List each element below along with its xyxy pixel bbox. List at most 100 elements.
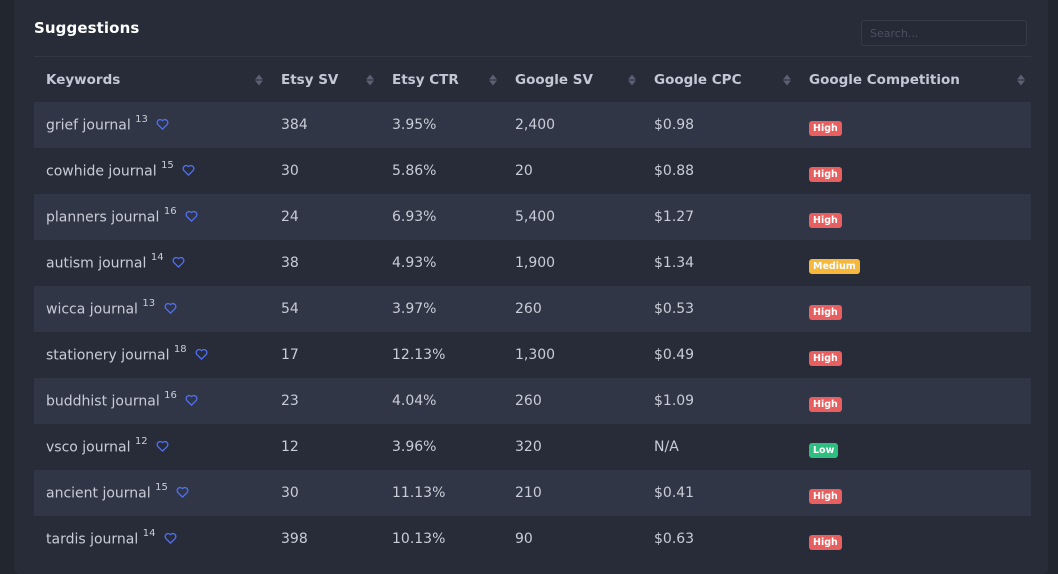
etsy-ctr-cell: 5.86% <box>380 148 503 194</box>
heart-icon[interactable] <box>156 440 169 456</box>
table-row: planners journal 16 24 6.93% 5,400 $1.27… <box>34 194 1031 240</box>
keyword-count: 12 <box>134 435 148 447</box>
etsy-sv-cell: 12 <box>269 424 380 470</box>
keyword-cell: grief journal 13 <box>34 102 269 148</box>
sort-icon[interactable] <box>489 74 497 85</box>
etsy-sv-cell: 30 <box>269 148 380 194</box>
column-header-google-cpc[interactable]: Google CPC <box>642 57 797 102</box>
keyword-link[interactable]: planners journal <box>46 209 160 226</box>
etsy-ctr-cell: 4.04% <box>380 378 503 424</box>
etsy-sv-cell: 17 <box>269 332 380 378</box>
column-header-label: Etsy CTR <box>392 71 459 88</box>
column-header-google-competition[interactable]: Google Competition <box>797 57 1031 102</box>
google-cpc-cell: $0.63 <box>642 516 797 562</box>
competition-cell: High <box>797 194 1031 240</box>
google-sv-cell: 2,400 <box>503 102 642 148</box>
competition-cell: High <box>797 332 1031 378</box>
competition-cell: Medium <box>797 240 1031 286</box>
google-cpc-cell: $1.09 <box>642 378 797 424</box>
heart-icon[interactable] <box>176 486 189 502</box>
sort-icon[interactable] <box>255 74 263 85</box>
competition-cell: High <box>797 516 1031 562</box>
column-header-etsy-sv[interactable]: Etsy SV <box>269 57 380 102</box>
keyword-count: 15 <box>161 159 174 171</box>
table-header-row: Keywords Etsy SV Etsy CTR Google SV Goog… <box>34 57 1031 102</box>
keyword-cell: tardis journal 14 <box>34 516 269 562</box>
keyword-link[interactable]: tardis journal <box>46 531 139 548</box>
sort-icon[interactable] <box>628 74 636 85</box>
keyword-link[interactable]: wicca journal <box>46 301 138 318</box>
competition-cell: Low <box>797 424 1031 470</box>
etsy-sv-cell: 384 <box>269 102 380 148</box>
column-header-google-sv[interactable]: Google SV <box>503 57 642 102</box>
sort-icon[interactable] <box>1017 74 1025 85</box>
competition-badge: High <box>809 304 842 320</box>
google-cpc-cell: $0.53 <box>642 286 797 332</box>
etsy-sv-cell: 38 <box>269 240 380 286</box>
table-row: stationery journal 18 17 12.13% 1,300 $0… <box>34 332 1031 378</box>
google-cpc-cell: $0.88 <box>642 148 797 194</box>
table-row: tardis journal 14 398 10.13% 90 $0.63 Hi… <box>34 516 1031 562</box>
etsy-ctr-cell: 6.93% <box>380 194 503 240</box>
heart-icon[interactable] <box>195 348 208 364</box>
google-sv-cell: 260 <box>503 378 642 424</box>
column-header-keywords[interactable]: Keywords <box>34 57 269 102</box>
google-sv-cell: 5,400 <box>503 194 642 240</box>
keyword-link[interactable]: buddhist journal <box>46 393 160 410</box>
heart-icon[interactable] <box>164 532 177 548</box>
google-sv-cell: 1,900 <box>503 240 642 286</box>
table-row: grief journal 13 384 3.95% 2,400 $0.98 H… <box>34 102 1031 148</box>
google-sv-cell: 90 <box>503 516 642 562</box>
keyword-link[interactable]: vsco journal <box>46 439 131 456</box>
column-header-label: Etsy SV <box>281 71 339 88</box>
heart-icon[interactable] <box>185 394 198 410</box>
competition-badge: Low <box>809 442 839 458</box>
search-input[interactable] <box>861 20 1027 46</box>
google-cpc-cell: $1.27 <box>642 194 797 240</box>
google-cpc-cell: N/A <box>642 424 797 470</box>
google-sv-cell: 1,300 <box>503 332 642 378</box>
keyword-link[interactable]: stationery journal <box>46 347 170 364</box>
keyword-count: 15 <box>155 481 168 493</box>
competition-badge: High <box>809 166 842 182</box>
competition-badge: High <box>809 396 842 412</box>
keyword-count: 14 <box>150 251 164 263</box>
header-divider <box>34 56 1031 57</box>
table-row: autism journal 14 38 4.93% 1,900 $1.34 M… <box>34 240 1031 286</box>
panel-title: Suggestions <box>34 19 140 37</box>
keyword-cell: cowhide journal 15 <box>34 148 269 194</box>
etsy-ctr-cell: 3.97% <box>380 286 503 332</box>
heart-icon[interactable] <box>156 118 169 134</box>
keyword-link[interactable]: autism journal <box>46 255 147 272</box>
keyword-link[interactable]: ancient journal <box>46 485 151 502</box>
keyword-cell: ancient journal 15 <box>34 470 269 516</box>
google-cpc-cell: $0.41 <box>642 470 797 516</box>
column-header-etsy-ctr[interactable]: Etsy CTR <box>380 57 503 102</box>
heart-icon[interactable] <box>182 164 195 180</box>
column-header-label: Google SV <box>515 71 593 88</box>
heart-icon[interactable] <box>185 210 198 226</box>
suggestions-panel: Suggestions Keywords Etsy SV Etsy CTR Go… <box>14 0 1048 574</box>
competition-badge: High <box>809 120 842 136</box>
keyword-count: 13 <box>142 297 156 309</box>
competition-cell: High <box>797 102 1031 148</box>
etsy-sv-cell: 398 <box>269 516 380 562</box>
keyword-link[interactable]: grief journal <box>46 117 131 134</box>
heart-icon[interactable] <box>172 256 185 272</box>
heart-icon[interactable] <box>164 302 177 318</box>
sort-icon[interactable] <box>366 74 374 85</box>
keyword-cell: buddhist journal 16 <box>34 378 269 424</box>
etsy-ctr-cell: 11.13% <box>380 470 503 516</box>
etsy-ctr-cell: 10.13% <box>380 516 503 562</box>
keyword-cell: planners journal 16 <box>34 194 269 240</box>
competition-badge: High <box>809 350 842 366</box>
etsy-ctr-cell: 3.96% <box>380 424 503 470</box>
competition-badge: High <box>809 212 842 228</box>
google-sv-cell: 20 <box>503 148 642 194</box>
etsy-sv-cell: 54 <box>269 286 380 332</box>
sort-icon[interactable] <box>783 74 791 85</box>
competition-cell: High <box>797 148 1031 194</box>
keyword-link[interactable]: cowhide journal <box>46 163 157 180</box>
competition-cell: High <box>797 378 1031 424</box>
table-row: vsco journal 12 12 3.96% 320 N/A Low <box>34 424 1031 470</box>
